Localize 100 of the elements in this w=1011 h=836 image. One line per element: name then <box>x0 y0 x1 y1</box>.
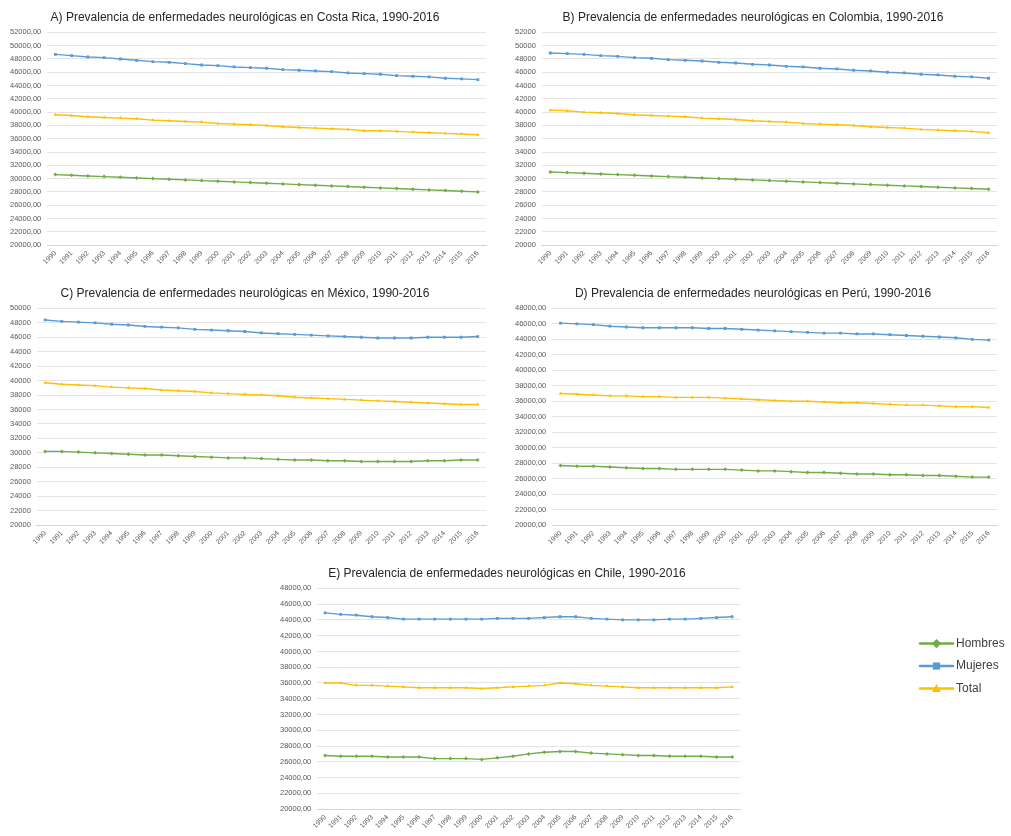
point <box>330 70 334 74</box>
point <box>309 458 314 463</box>
point <box>717 116 721 120</box>
point <box>339 612 343 616</box>
point <box>822 470 827 475</box>
point <box>936 185 940 190</box>
point <box>620 752 625 757</box>
point <box>142 453 147 457</box>
point <box>159 388 164 391</box>
point <box>232 179 237 184</box>
point <box>176 453 181 458</box>
point <box>359 398 363 402</box>
point <box>599 54 603 58</box>
point <box>313 126 318 130</box>
point <box>276 457 281 462</box>
point <box>339 680 343 684</box>
point <box>548 108 553 112</box>
point <box>987 76 990 80</box>
point <box>442 458 447 463</box>
point <box>767 178 772 183</box>
point <box>557 749 562 754</box>
point <box>641 394 645 398</box>
point <box>690 326 694 330</box>
point <box>376 398 380 402</box>
point <box>855 400 859 404</box>
point <box>392 459 397 464</box>
point <box>640 466 645 471</box>
point <box>683 754 688 759</box>
point <box>683 58 687 62</box>
point <box>789 330 793 334</box>
point <box>215 179 220 184</box>
point <box>110 322 114 326</box>
legend-label: Total <box>956 680 982 695</box>
point <box>248 122 253 126</box>
point <box>615 172 620 177</box>
point <box>986 475 991 480</box>
point <box>574 615 578 619</box>
point <box>740 327 744 331</box>
point <box>801 179 806 184</box>
point <box>411 130 415 134</box>
point <box>176 326 180 330</box>
point <box>159 453 164 457</box>
point <box>674 326 678 330</box>
point <box>329 183 334 188</box>
point <box>60 319 64 323</box>
point <box>409 459 414 464</box>
legend-label: Mujeres <box>956 658 999 673</box>
point <box>401 755 406 760</box>
point <box>362 185 367 190</box>
point <box>717 60 721 64</box>
chart-title: D) Prevalencia de enfermedades neurológicas en Perú, 1990-2016 <box>574 285 932 300</box>
point <box>921 334 925 338</box>
point <box>93 450 98 455</box>
point <box>666 114 671 118</box>
point <box>667 685 672 689</box>
point <box>624 465 629 470</box>
point <box>834 181 839 186</box>
point <box>838 471 843 476</box>
point <box>135 58 139 62</box>
point <box>325 458 330 463</box>
point <box>102 56 106 60</box>
point <box>970 404 975 408</box>
point <box>970 475 975 480</box>
point <box>714 685 719 689</box>
point <box>542 616 546 619</box>
point <box>937 403 942 407</box>
point <box>259 456 264 461</box>
chart-title: C) Prevalencia de enfermedades neurológicas en México, 1990-2016 <box>60 285 430 300</box>
chart-title: B) Prevalencia de enfermedades neurológicas en Colombia, 1990-2016 <box>562 9 944 24</box>
point <box>242 455 247 460</box>
point <box>378 72 382 76</box>
point <box>657 394 662 398</box>
point <box>394 186 399 191</box>
point <box>427 130 431 134</box>
point <box>649 173 654 178</box>
point <box>559 321 562 325</box>
point <box>633 56 636 60</box>
point <box>784 179 789 184</box>
point <box>375 459 380 464</box>
point <box>167 60 171 64</box>
point <box>480 617 484 621</box>
point <box>953 474 958 479</box>
point <box>636 753 641 758</box>
point <box>565 52 569 56</box>
point <box>598 171 603 176</box>
point <box>193 327 197 331</box>
point <box>620 684 625 688</box>
point <box>714 755 719 760</box>
point <box>871 401 876 405</box>
point <box>359 335 363 339</box>
point <box>838 400 843 404</box>
point <box>666 58 670 62</box>
point <box>604 751 609 756</box>
point <box>987 338 991 342</box>
point <box>43 449 48 454</box>
point <box>417 685 421 689</box>
point <box>683 685 687 689</box>
point <box>723 467 728 472</box>
point <box>199 120 204 124</box>
point <box>85 173 90 178</box>
